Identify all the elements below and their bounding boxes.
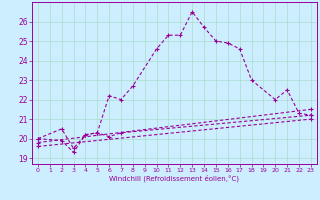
X-axis label: Windchill (Refroidissement éolien,°C): Windchill (Refroidissement éolien,°C) [109, 175, 239, 182]
